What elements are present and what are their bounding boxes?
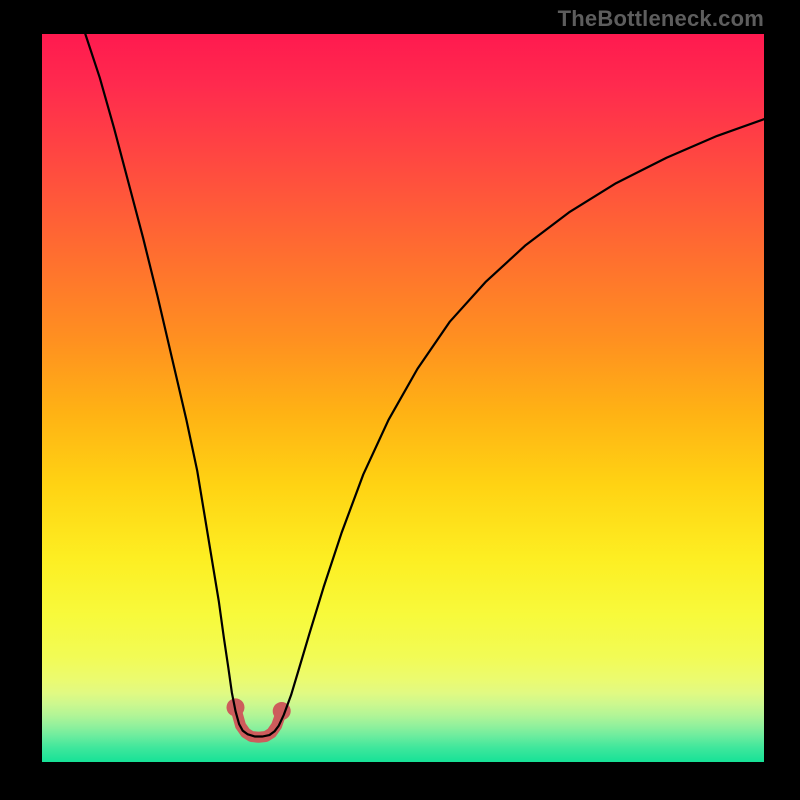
- bottleneck-curve-chart: [0, 0, 800, 800]
- plot-background: [42, 34, 764, 762]
- chart-frame: TheBottleneck.com: [0, 0, 800, 800]
- watermark-text: TheBottleneck.com: [558, 6, 764, 32]
